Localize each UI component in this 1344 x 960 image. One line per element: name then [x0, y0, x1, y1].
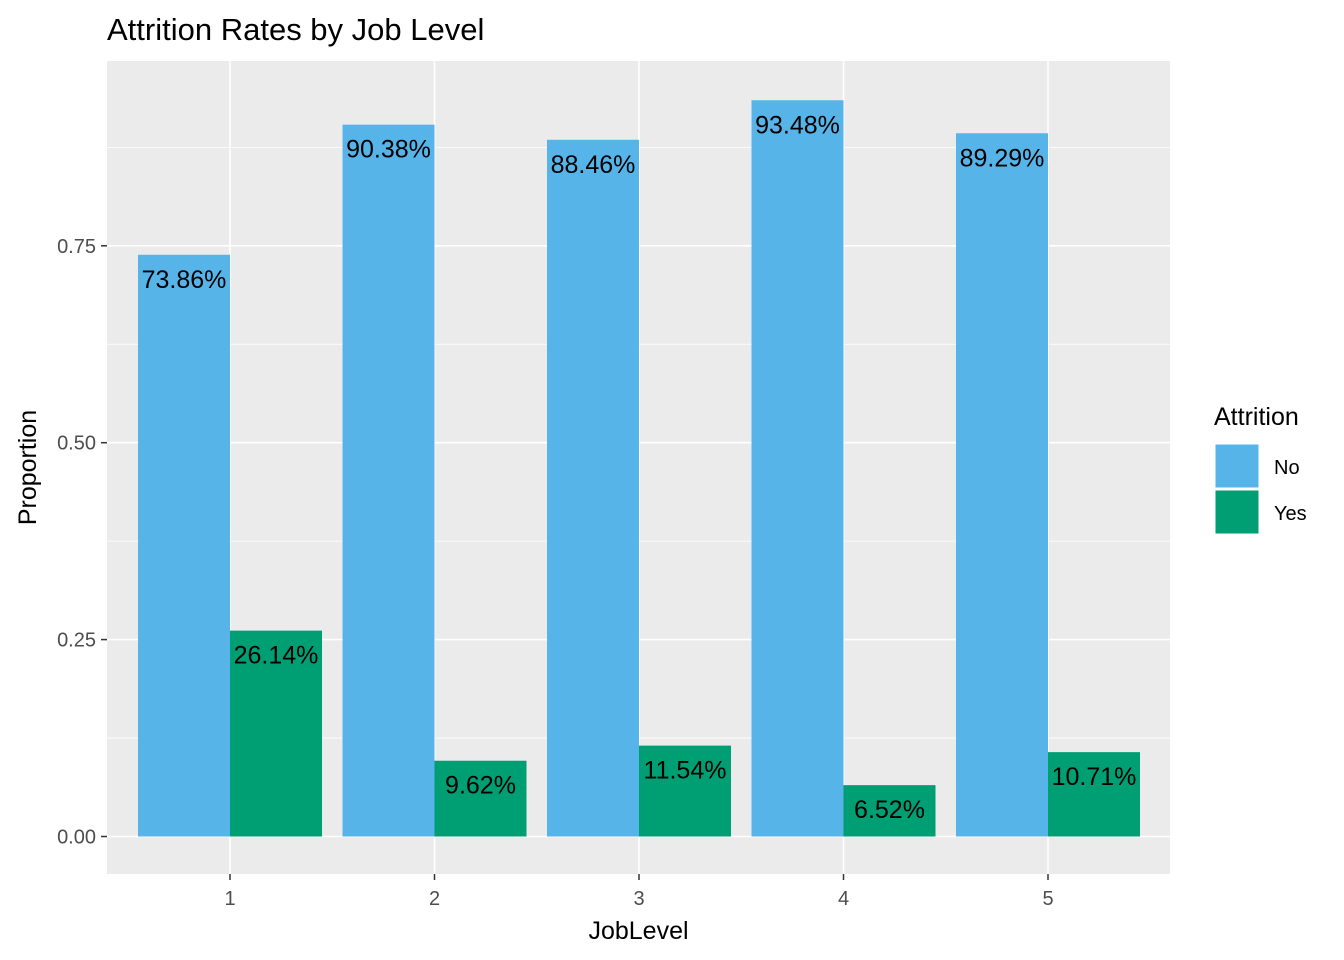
data-label: 90.38% — [346, 136, 431, 164]
data-label: 26.14% — [234, 642, 319, 670]
data-label: 6.52% — [854, 796, 925, 824]
data-label: 11.54% — [644, 757, 727, 785]
chart-title: Attrition Rates by Job Level — [107, 12, 484, 47]
bar-no-level-1 — [138, 254, 230, 837]
x-tick-label: 4 — [838, 888, 849, 910]
y-tick-label: 0.25 — [57, 630, 96, 652]
data-label: 89.29% — [960, 144, 1045, 172]
y-tick-label: 0.00 — [57, 827, 96, 849]
bar-yes-level-1 — [230, 630, 322, 837]
bars — [138, 100, 1140, 837]
x-tick-label: 2 — [429, 888, 440, 910]
data-label: 88.46% — [551, 151, 636, 179]
x-axis-title: JobLevel — [588, 917, 688, 945]
bar-no-level-2 — [342, 124, 435, 837]
data-labels: 73.86% 90.38% 88.46% 93.48% 89.29% 26.14% 9.62… — [142, 111, 1137, 824]
bar-yes-level-3 — [639, 745, 731, 837]
y-tick-label: 0.50 — [57, 433, 96, 455]
legend: Attrition No Yes — [1214, 403, 1307, 535]
bar-yes-level-2 — [434, 760, 527, 837]
legend-key-yes — [1214, 489, 1260, 535]
x-tick-label: 3 — [633, 888, 644, 910]
bar-yes-level-4 — [843, 785, 936, 837]
legend-key-no — [1214, 443, 1260, 489]
x-axis: 1 2 3 4 5 — [224, 874, 1054, 910]
bar-no-level-4 — [751, 100, 844, 837]
bar-yes-level-5 — [1048, 752, 1140, 837]
data-label: 93.48% — [755, 111, 840, 139]
x-tick-label: 1 — [224, 888, 235, 910]
bar-no-level-5 — [956, 133, 1048, 837]
data-label: 10.71% — [1052, 763, 1137, 791]
bar-no-level-3 — [547, 139, 639, 837]
y-axis: 0.00 0.25 0.50 0.75 — [57, 236, 107, 849]
legend-title: Attrition — [1214, 403, 1299, 431]
x-tick-label: 5 — [1042, 888, 1053, 910]
data-label: 9.62% — [445, 772, 516, 800]
y-axis-title: Proportion — [14, 410, 42, 525]
y-tick-label: 0.75 — [57, 236, 96, 258]
data-label: 73.86% — [142, 266, 227, 294]
legend-label-no: No — [1274, 457, 1300, 479]
legend-label-yes: Yes — [1274, 503, 1307, 525]
